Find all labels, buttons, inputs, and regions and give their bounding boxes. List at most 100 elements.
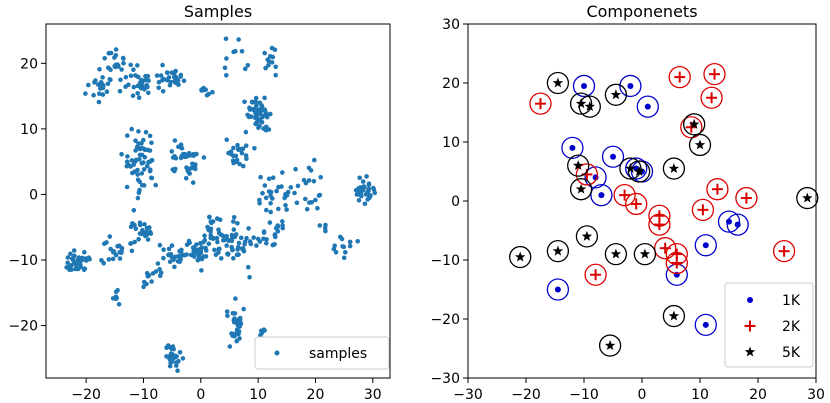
sample-point (195, 257, 201, 263)
sample-point (254, 119, 260, 125)
sample-point (187, 153, 193, 158)
samples-legend-label: samples (309, 346, 367, 362)
sample-point (280, 223, 285, 228)
sample-point (230, 333, 235, 339)
sample-point (137, 187, 142, 193)
samples-x-tick-label: 10 (249, 387, 267, 403)
sample-point (259, 120, 265, 125)
sample-point (272, 242, 277, 247)
sample-point (141, 183, 147, 188)
sample-point (244, 235, 249, 241)
sample-point (96, 82, 101, 87)
sample-point (118, 77, 123, 83)
sample-point (239, 49, 245, 54)
sample-point (234, 159, 239, 165)
component-1k-marker (554, 286, 561, 293)
sample-point (285, 189, 291, 195)
sample-point (262, 50, 268, 56)
sample-point (360, 179, 366, 184)
component-2k-marker (619, 189, 631, 201)
sample-point (343, 250, 348, 255)
sample-point (276, 184, 281, 190)
sample-point (222, 65, 228, 71)
component-5k-marker (604, 340, 616, 350)
sample-point (96, 99, 102, 105)
sample-point (185, 168, 191, 174)
component-5k-marker (694, 139, 706, 150)
sample-point (231, 227, 237, 232)
sample-point (182, 253, 188, 258)
components-y-tick-label: −10 (430, 253, 460, 269)
sample-point (117, 88, 123, 94)
sample-point (280, 219, 285, 224)
sample-point (184, 242, 190, 247)
component-5k-marker (581, 230, 593, 241)
sample-point (224, 233, 229, 239)
sample-point (135, 63, 140, 68)
sample-point (241, 306, 246, 312)
sample-point (237, 336, 242, 341)
sample-point (180, 356, 186, 361)
sample-point (134, 144, 140, 150)
sample-point (113, 47, 119, 52)
sample-point (168, 354, 173, 359)
sample-point (139, 231, 144, 237)
sample-point (206, 241, 212, 247)
sample-point (243, 129, 249, 135)
component-5k (627, 160, 651, 183)
samples-y-axis: −20 −10 0 10 20 (8, 56, 46, 335)
component-5k-marker (572, 160, 584, 171)
sample-point (304, 206, 310, 212)
component-2k (691, 198, 715, 222)
component-5k-ring (627, 160, 651, 183)
sample-point (199, 88, 204, 93)
sample-point (315, 206, 320, 211)
sample-point (242, 99, 247, 105)
components-x-tick-label: −20 (511, 387, 541, 403)
component-1k-ring (546, 278, 570, 301)
component-1k-ring (601, 145, 625, 168)
sample-point (347, 243, 353, 249)
component-5k-marker (610, 248, 622, 259)
sample-point (333, 250, 339, 255)
sample-point (167, 259, 173, 265)
component-1k-marker (627, 82, 634, 89)
sample-point (82, 249, 87, 255)
component-2k (665, 251, 688, 275)
component-2k-marker (697, 204, 709, 216)
components-points (509, 63, 819, 357)
component-5k (633, 242, 657, 266)
sample-point (81, 267, 87, 273)
components-x-tick-label: 20 (749, 387, 767, 403)
sample-point (128, 241, 134, 246)
component-2k (772, 239, 796, 263)
component-5k (688, 133, 712, 157)
sample-point (107, 77, 113, 82)
sample-point (338, 234, 343, 240)
sample-point (123, 74, 129, 80)
sample-point (166, 246, 172, 252)
sample-point (259, 104, 265, 109)
sample-point (147, 225, 152, 230)
sample-point (283, 203, 288, 208)
component-5k (578, 95, 601, 118)
sample-point (68, 251, 73, 257)
sample-point (177, 350, 183, 355)
sample-point (264, 237, 269, 242)
sample-point (143, 77, 148, 83)
sample-point (139, 171, 145, 176)
sample-point (106, 257, 112, 262)
sample-point (132, 239, 137, 245)
sample-point (72, 253, 77, 259)
sample-point (365, 192, 370, 197)
component-5k (662, 304, 686, 328)
components-panel: Componenets −30 −20 −10 0 10 20 30 −30 −20 −10 0 1… (430, 2, 824, 403)
component-5k-marker (633, 166, 645, 176)
samples-legend-marker (274, 350, 280, 356)
sample-point (178, 72, 184, 78)
sample-point (268, 54, 273, 59)
sample-point (231, 215, 237, 220)
sample-point (270, 175, 276, 180)
component-5k-ring (509, 245, 532, 269)
sample-point (268, 193, 273, 199)
